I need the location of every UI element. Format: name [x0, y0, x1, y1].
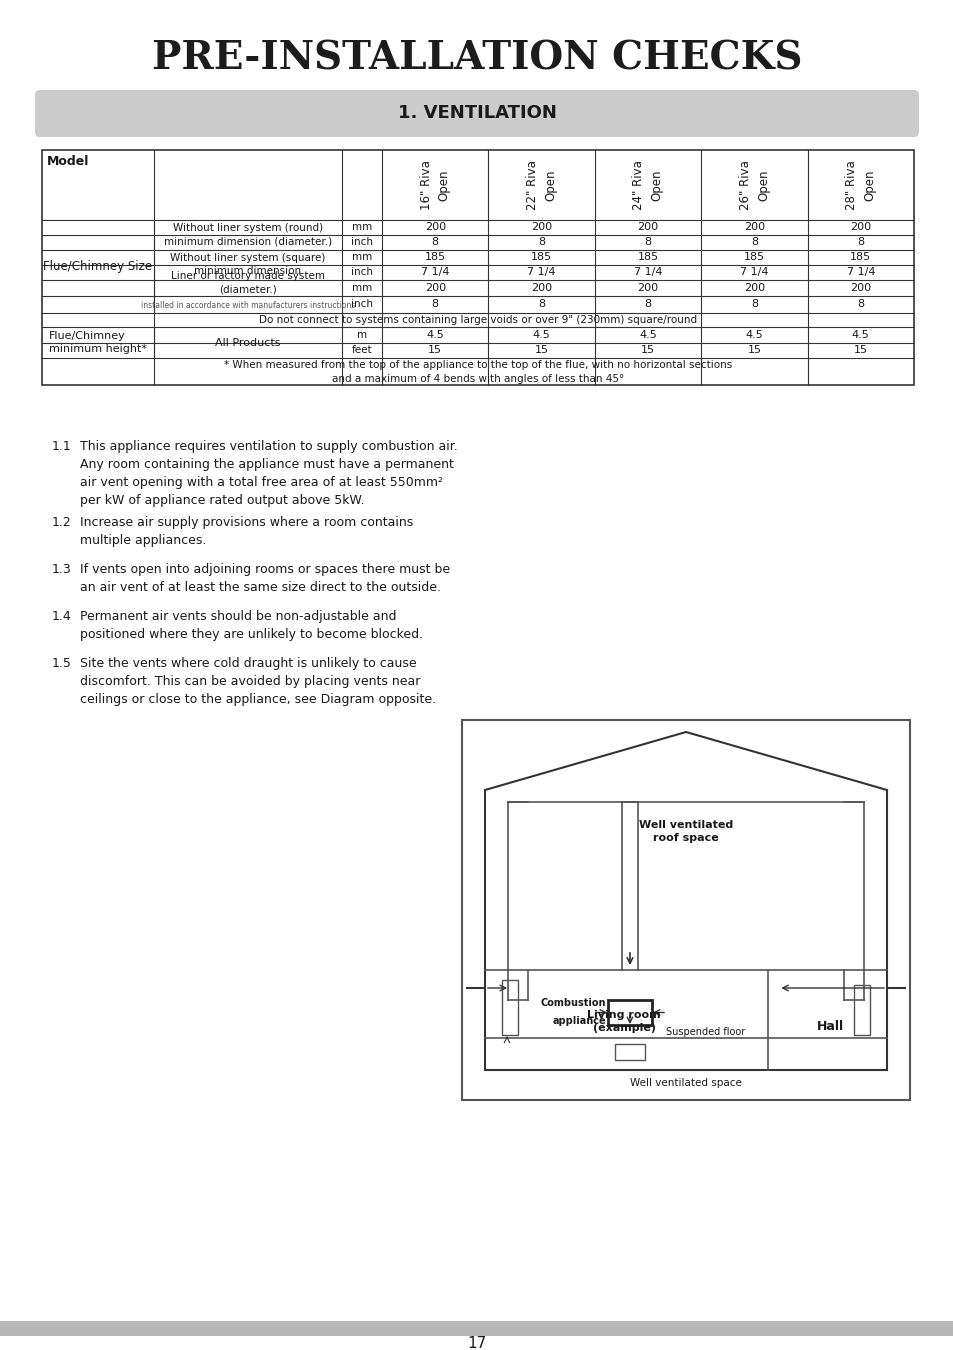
- Text: 8: 8: [431, 300, 438, 309]
- Text: Increase air supply provisions where a room contains
multiple appliances.: Increase air supply provisions where a r…: [80, 516, 413, 547]
- Text: 185: 185: [637, 252, 658, 262]
- Text: 185: 185: [743, 252, 764, 262]
- Text: 4.5: 4.5: [426, 329, 443, 340]
- Text: Flue/Chimney Size: Flue/Chimney Size: [44, 259, 152, 273]
- Bar: [0, 1322, 953, 1336]
- Text: 7 1/4: 7 1/4: [845, 267, 874, 278]
- Text: 7 1/4: 7 1/4: [740, 267, 768, 278]
- Text: 185: 185: [424, 252, 445, 262]
- Text: Permanent air vents should be non-adjustable and
positioned where they are unlik: Permanent air vents should be non-adjust…: [80, 610, 423, 641]
- Text: 8: 8: [750, 300, 758, 309]
- Text: 200: 200: [849, 282, 870, 293]
- Text: 7 1/4: 7 1/4: [633, 267, 661, 278]
- Text: 4.5: 4.5: [639, 329, 657, 340]
- Text: Living room
(example): Living room (example): [587, 1010, 660, 1033]
- Text: feet: feet: [352, 346, 372, 355]
- Text: Without liner system (round)
minimum dimension (diameter.): Without liner system (round) minimum dim…: [164, 223, 332, 246]
- Text: 1. VENTILATION: 1. VENTILATION: [397, 104, 556, 123]
- Text: All Products: All Products: [215, 338, 280, 348]
- Text: Well ventilated space: Well ventilated space: [629, 1079, 741, 1088]
- Text: 15: 15: [534, 346, 548, 355]
- Text: Model: Model: [47, 155, 90, 167]
- Text: 15: 15: [853, 346, 867, 355]
- Text: 200: 200: [424, 282, 445, 293]
- Text: 185: 185: [531, 252, 552, 262]
- Text: 8: 8: [431, 238, 438, 247]
- Text: 15: 15: [746, 346, 760, 355]
- Text: 22" Riva
Open: 22" Riva Open: [525, 159, 557, 209]
- Text: 1.5: 1.5: [52, 657, 71, 670]
- Text: Liner or factory made system
(diameter.): Liner or factory made system (diameter.): [171, 271, 325, 294]
- Text: inch: inch: [351, 238, 373, 247]
- Text: 200: 200: [743, 223, 764, 232]
- Text: mm: mm: [352, 252, 372, 262]
- Bar: [615, 1044, 644, 1060]
- Text: installed in accordance with manufacturers instructions: installed in accordance with manufacture…: [141, 301, 355, 310]
- Text: Suspended floor: Suspended floor: [666, 1027, 745, 1037]
- Text: appliance: appliance: [552, 1017, 605, 1026]
- Text: 200: 200: [743, 282, 764, 293]
- Text: 8: 8: [537, 300, 544, 309]
- FancyBboxPatch shape: [35, 90, 918, 136]
- Text: 8: 8: [857, 238, 863, 247]
- Text: 1.2: 1.2: [52, 516, 71, 529]
- Text: 200: 200: [637, 282, 658, 293]
- Text: 24" Riva
Open: 24" Riva Open: [632, 159, 662, 209]
- Text: * When measured from the top of the appliance to the top of the flue, with no ho: * When measured from the top of the appl…: [224, 359, 731, 383]
- Text: 200: 200: [531, 282, 552, 293]
- Text: Without liner system (square)
minimum dimension: Without liner system (square) minimum di…: [171, 254, 325, 277]
- Text: 15: 15: [640, 346, 655, 355]
- Text: 7 1/4: 7 1/4: [527, 267, 556, 278]
- Text: PRE-INSTALLATION CHECKS: PRE-INSTALLATION CHECKS: [152, 40, 801, 78]
- Text: Hall: Hall: [816, 1021, 842, 1033]
- Text: 200: 200: [531, 223, 552, 232]
- Text: 200: 200: [849, 223, 870, 232]
- Text: 8: 8: [750, 238, 758, 247]
- Bar: [501, 980, 517, 1035]
- Text: 8: 8: [644, 238, 651, 247]
- Text: This appliance requires ventilation to supply combustion air.
Any room containin: This appliance requires ventilation to s…: [80, 440, 457, 508]
- Text: Site the vents where cold draught is unlikely to cause
discomfort. This can be a: Site the vents where cold draught is unl…: [80, 657, 436, 706]
- Text: inch: inch: [351, 300, 373, 309]
- Text: Combustion: Combustion: [540, 999, 605, 1008]
- Text: 8: 8: [537, 238, 544, 247]
- Text: mm: mm: [352, 282, 372, 293]
- Text: Flue/Chimney
minimum height*: Flue/Chimney minimum height*: [49, 331, 147, 354]
- Text: 26" Riva
Open: 26" Riva Open: [739, 159, 769, 209]
- Text: 17: 17: [467, 1335, 486, 1350]
- Text: Well ventilated
roof space: Well ventilated roof space: [639, 819, 732, 844]
- Text: 8: 8: [857, 300, 863, 309]
- Bar: [607, 1000, 651, 1025]
- Text: inch: inch: [351, 267, 373, 278]
- Text: 1.4: 1.4: [52, 610, 71, 622]
- Text: 7 1/4: 7 1/4: [420, 267, 449, 278]
- Text: 15: 15: [428, 346, 442, 355]
- Text: 4.5: 4.5: [851, 329, 869, 340]
- Text: m: m: [356, 329, 367, 340]
- Text: 16" Riva
Open: 16" Riva Open: [419, 159, 450, 209]
- Text: If vents open into adjoining rooms or spaces there must be
an air vent of at lea: If vents open into adjoining rooms or sp…: [80, 563, 450, 594]
- Text: Do not connect to systems containing large voids or over 9" (230mm) square/round: Do not connect to systems containing lar…: [258, 315, 697, 325]
- Text: 8: 8: [644, 300, 651, 309]
- Text: 28" Riva
Open: 28" Riva Open: [844, 159, 876, 209]
- Text: 1.3: 1.3: [52, 563, 71, 576]
- Text: 1.1: 1.1: [52, 440, 71, 454]
- Text: mm: mm: [352, 223, 372, 232]
- Text: 185: 185: [849, 252, 870, 262]
- Text: 200: 200: [424, 223, 445, 232]
- Text: 4.5: 4.5: [532, 329, 550, 340]
- Bar: [42, 150, 913, 385]
- Text: 200: 200: [637, 223, 658, 232]
- Text: 4.5: 4.5: [744, 329, 762, 340]
- Bar: [853, 986, 869, 1035]
- Bar: [461, 720, 909, 1100]
